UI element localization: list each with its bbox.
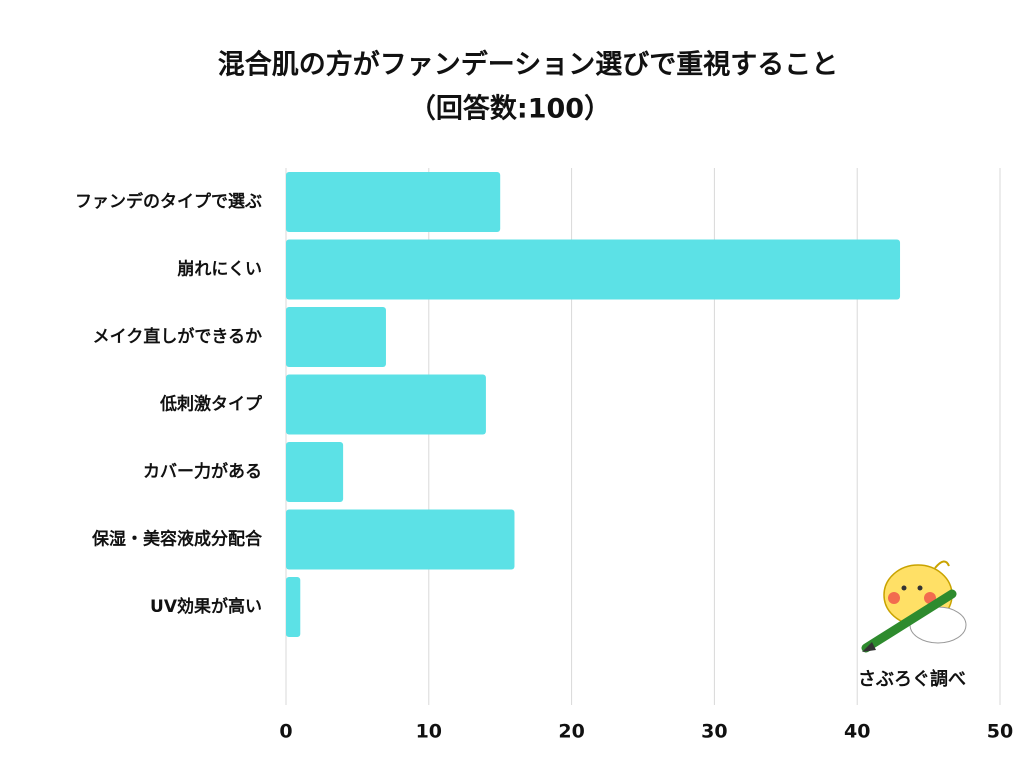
x-tick-label: 10 xyxy=(416,721,442,743)
chart-title: 混合肌の方がファンデーション選びで重視すること xyxy=(218,49,838,81)
bar xyxy=(286,442,344,502)
x-tick-label: 50 xyxy=(987,721,1013,743)
y-tick-label: 崩れにくい xyxy=(177,259,262,280)
y-tick-label: 保湿・美容液成分配合 xyxy=(91,529,263,550)
mascot xyxy=(861,560,967,653)
bar xyxy=(286,172,501,232)
source-note: さぶろぐ調べ xyxy=(858,668,966,690)
y-tick-label: 低刺激タイプ xyxy=(159,394,263,415)
x-tick-label: 30 xyxy=(701,721,727,743)
bar xyxy=(286,374,486,435)
bar xyxy=(286,239,901,300)
y-tick-label: UV効果が高い xyxy=(150,596,262,617)
y-tick-label: カバー力がある xyxy=(143,461,262,482)
bar xyxy=(286,577,301,637)
x-tick-label: 20 xyxy=(558,721,584,743)
x-tick-label: 0 xyxy=(279,721,292,743)
x-tick-label: 40 xyxy=(844,721,870,743)
bar xyxy=(286,509,515,570)
y-tick-label: メイク直しができるか xyxy=(93,326,262,347)
bar xyxy=(286,307,386,367)
chart-subtitle: （回答数:100） xyxy=(409,93,611,125)
y-tick-label: ファンデのタイプで選ぶ xyxy=(75,191,262,212)
